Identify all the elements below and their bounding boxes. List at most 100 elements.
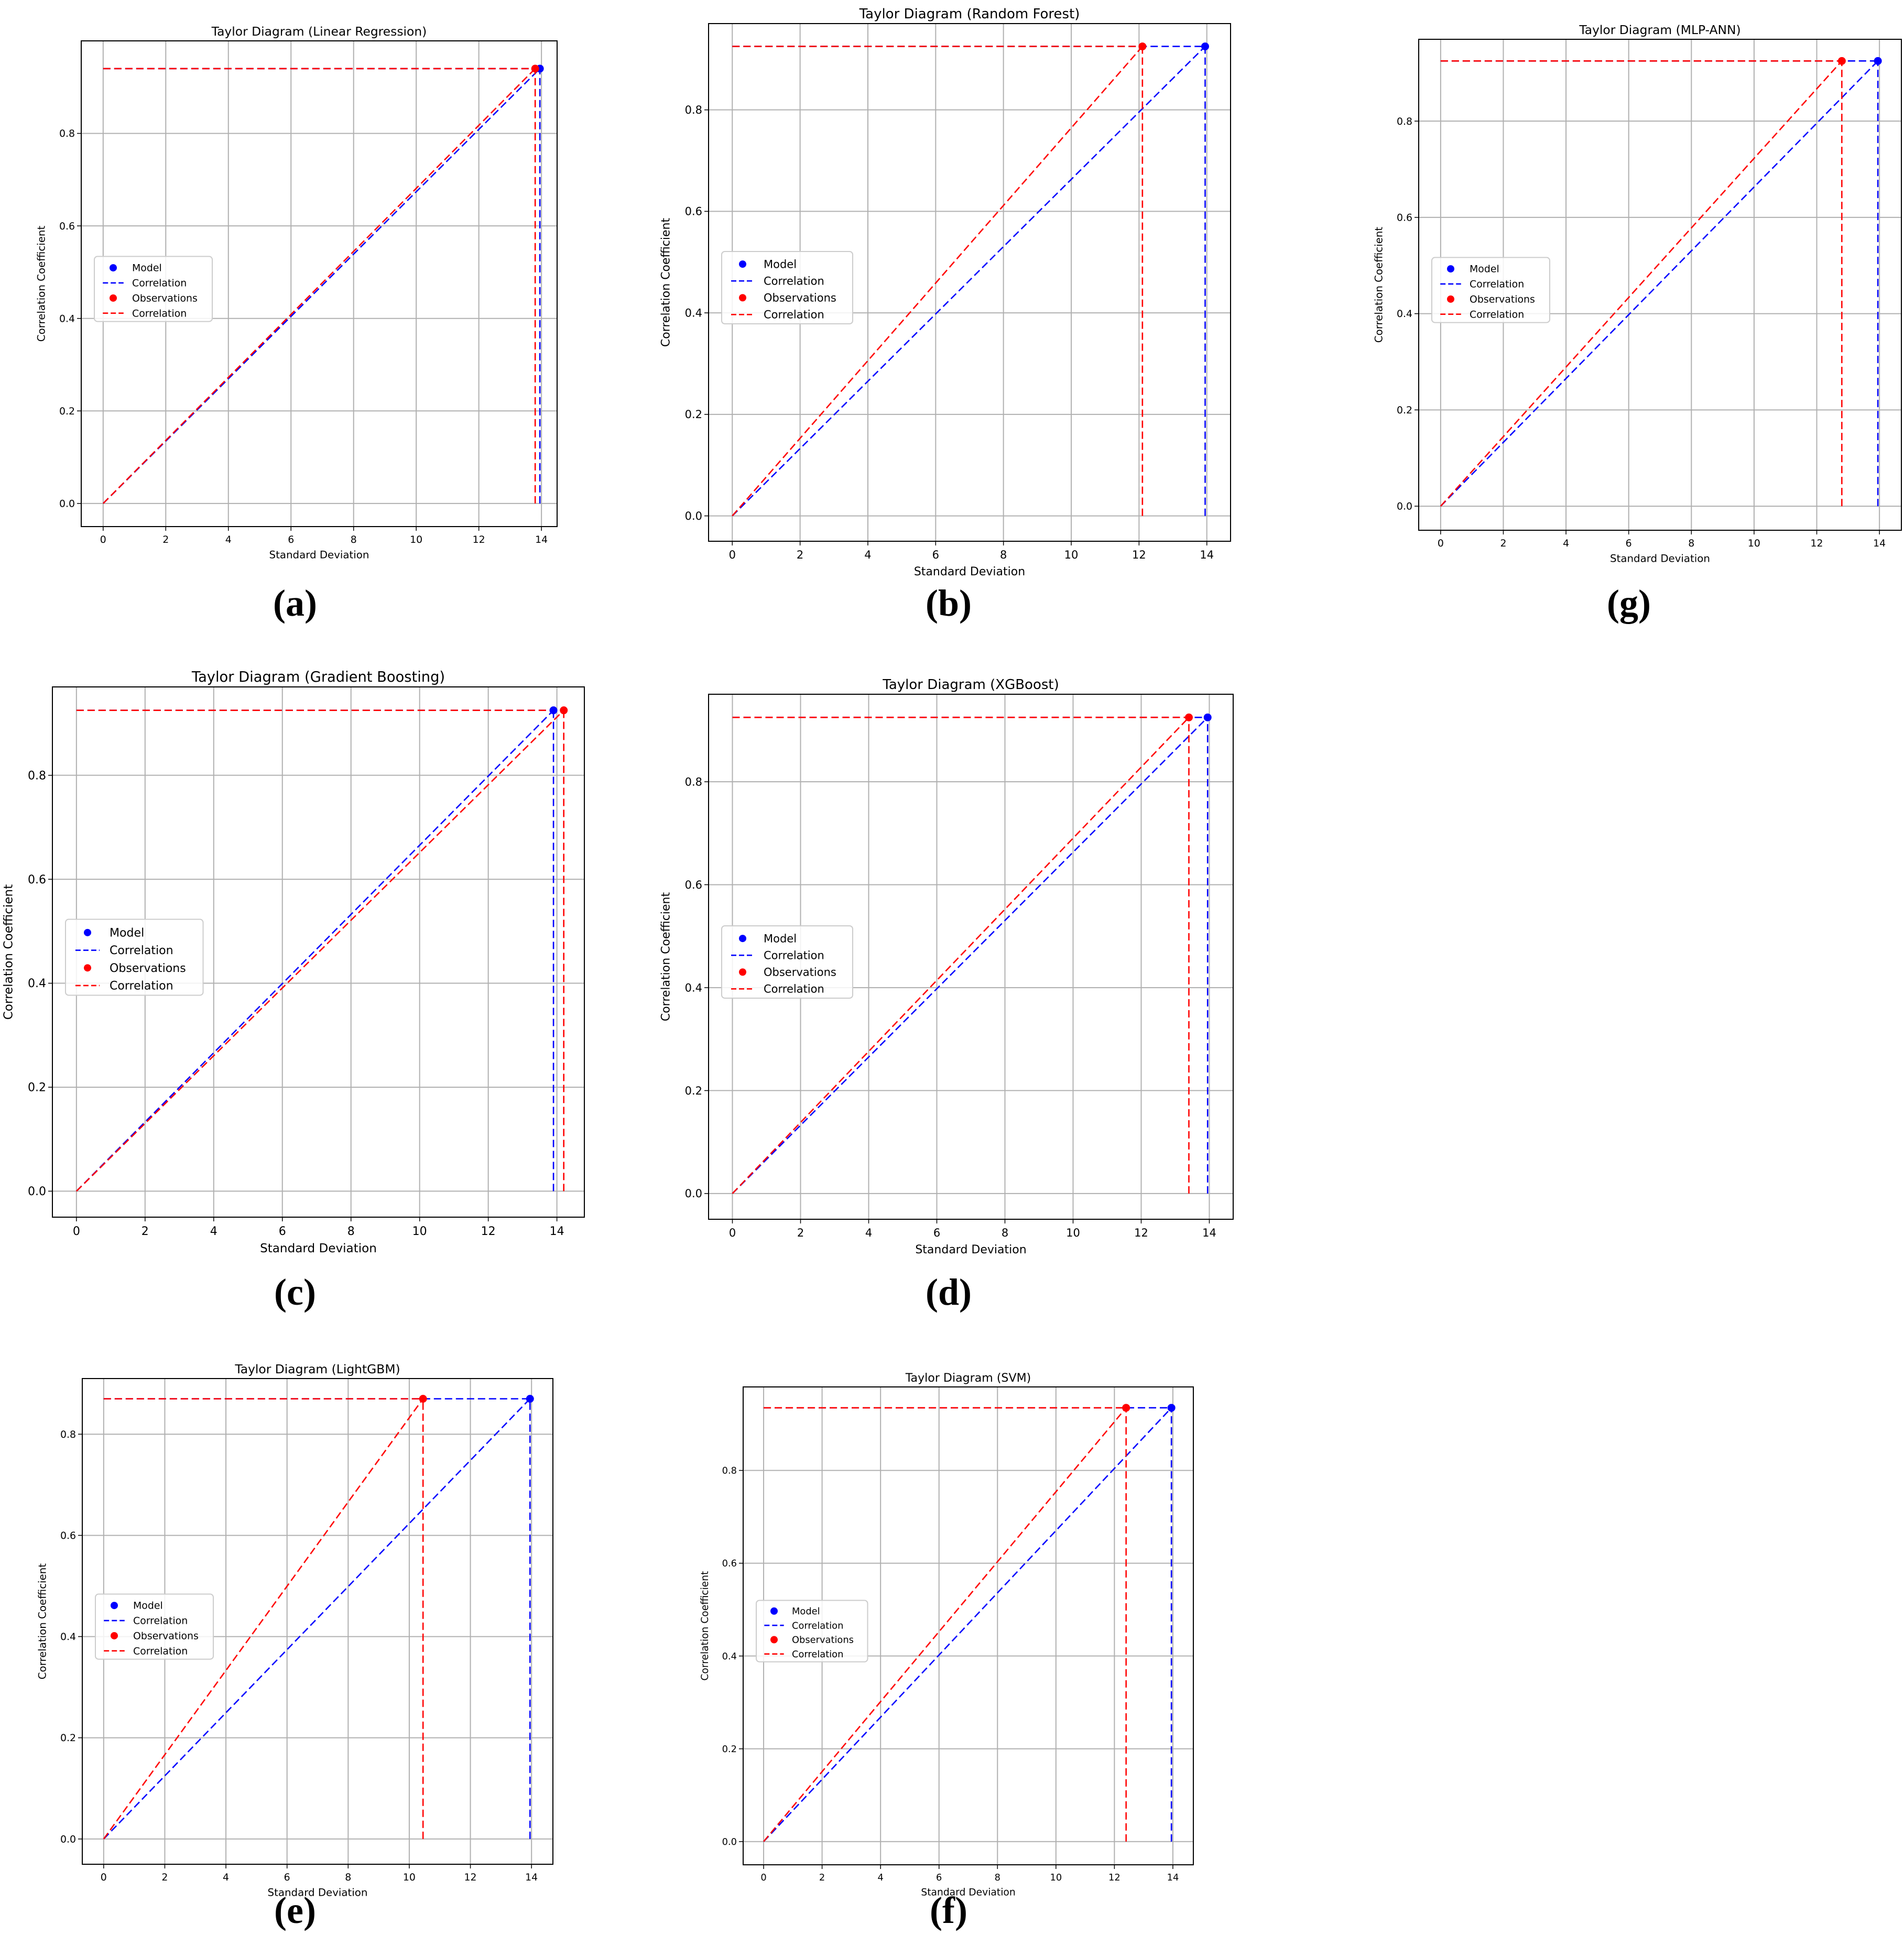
legend-label: Correlation — [792, 1649, 843, 1660]
observations-correlation-line — [763, 1407, 1127, 1842]
x-tick-label: 4 — [877, 1872, 883, 1883]
observations-point — [1122, 1404, 1130, 1412]
legend-label: Correlation — [764, 275, 824, 288]
y-tick-label: 0.8 — [685, 775, 702, 788]
y-tick-label: 0.0 — [59, 498, 75, 509]
legend-marker — [739, 935, 746, 943]
chart-title: Taylor Diagram (Random Forest) — [859, 6, 1080, 22]
legend-marker — [110, 294, 117, 302]
x-tick-label: 6 — [279, 1225, 286, 1238]
legend-box — [65, 919, 204, 996]
subfigure-label: (f) — [930, 1889, 967, 1931]
legend-label: Correlation — [764, 949, 824, 962]
y-tick-label: 0.4 — [60, 1631, 76, 1643]
x-tick-label: 6 — [1626, 538, 1632, 549]
x-tick-label: 0 — [729, 549, 736, 561]
x-tick-label: 0 — [101, 1872, 107, 1883]
x-tick-label: 2 — [797, 1227, 804, 1239]
legend-marker — [111, 1632, 118, 1639]
chart-title: Taylor Diagram (Linear Regression) — [211, 24, 427, 39]
model-correlation-line — [763, 1407, 1172, 1842]
legend-marker — [1447, 295, 1454, 303]
y-tick-label: 0.2 — [722, 1744, 737, 1755]
legend-marker — [110, 264, 117, 272]
x-tick-label: 8 — [1002, 1227, 1008, 1239]
legend-label: Model — [792, 1606, 820, 1617]
x-axis-label: Standard Deviation — [260, 1242, 377, 1255]
axes-frame — [708, 23, 1231, 542]
legend-marker — [84, 964, 91, 972]
y-tick-label: 0.4 — [685, 307, 702, 319]
x-tick-label: 10 — [403, 1872, 416, 1883]
y-tick-label: 0.0 — [28, 1185, 46, 1198]
y-tick-label: 0.0 — [722, 1836, 737, 1847]
x-tick-label: 10 — [412, 1225, 427, 1238]
chart-title: Taylor Diagram (LightGBM) — [234, 1362, 400, 1376]
x-axis-label: Standard Deviation — [269, 549, 369, 561]
legend-box — [1431, 257, 1550, 323]
legend-label: Correlation — [132, 278, 187, 289]
x-tick-label: 2 — [142, 1225, 149, 1238]
legend-label: Observations — [132, 292, 198, 304]
x-tick-label: 14 — [535, 534, 548, 545]
axes-frame — [82, 1378, 553, 1865]
y-tick-label: 0.0 — [1397, 501, 1412, 512]
legend-label: Observations — [110, 962, 186, 975]
y-tick-label: 0.0 — [60, 1833, 76, 1845]
legend-label: Correlation — [764, 983, 824, 996]
model-point — [1167, 1404, 1176, 1412]
legend-marker — [111, 1602, 118, 1610]
x-tick-label: 12 — [1108, 1872, 1120, 1883]
model-correlation-line — [75, 709, 554, 1192]
y-axis-label: Correlation Coefficient — [700, 1571, 711, 1680]
x-axis-label: Standard Deviation — [921, 1887, 1015, 1898]
chart-title: Taylor Diagram (XGBoost) — [882, 677, 1059, 693]
x-tick-label: 0 — [729, 1227, 736, 1239]
x-tick-label: 0 — [100, 534, 106, 545]
legend-label: Correlation — [1470, 309, 1524, 320]
legend-label: Correlation — [133, 1615, 188, 1627]
x-tick-label: 8 — [351, 534, 357, 545]
legend-label: Model — [110, 927, 144, 940]
x-tick-label: 12 — [1811, 538, 1823, 549]
x-tick-label: 10 — [1066, 1227, 1080, 1239]
y-tick-label: 0.6 — [722, 1558, 737, 1569]
y-axis-label: Correlation Coefficient — [36, 226, 48, 342]
y-axis-label: Correlation Coefficient — [2, 884, 15, 1020]
subfigure-label: (e) — [274, 1889, 316, 1931]
y-tick-label: 0.0 — [685, 510, 702, 522]
y-tick-label: 0.4 — [722, 1651, 737, 1662]
x-tick-label: 6 — [936, 1872, 942, 1883]
y-axis-label: Correlation Coefficient — [37, 1564, 49, 1680]
x-tick-label: 6 — [288, 534, 294, 545]
legend-label: Model — [764, 932, 797, 945]
legend-marker — [739, 968, 746, 976]
x-axis-label: Standard Deviation — [1610, 553, 1710, 565]
observations-point — [419, 1395, 427, 1403]
x-tick-label: 6 — [932, 549, 939, 561]
y-tick-label: 0.8 — [60, 1429, 76, 1440]
x-axis-label: Standard Deviation — [914, 565, 1025, 578]
x-tick-label: 12 — [473, 534, 485, 545]
x-tick-label: 12 — [481, 1225, 496, 1238]
x-tick-label: 0 — [1438, 538, 1444, 549]
model-correlation-line — [732, 717, 1209, 1194]
observations-point — [560, 706, 568, 715]
observations-correlation-line — [102, 68, 536, 504]
x-tick-label: 12 — [1132, 549, 1146, 561]
y-tick-label: 0.6 — [685, 205, 702, 218]
observations-correlation-line — [103, 1398, 424, 1840]
legend-label: Correlation — [792, 1620, 843, 1631]
legend-box — [95, 1593, 214, 1660]
legend-label: Correlation — [764, 309, 824, 321]
y-tick-label: 0.4 — [1397, 308, 1412, 320]
model-point — [549, 706, 558, 715]
legend-label: Observations — [764, 292, 836, 304]
observations-point — [1837, 57, 1846, 65]
model-correlation-line — [103, 1398, 531, 1840]
y-tick-label: 0.2 — [1397, 404, 1412, 416]
legend-label: Model — [764, 258, 797, 270]
